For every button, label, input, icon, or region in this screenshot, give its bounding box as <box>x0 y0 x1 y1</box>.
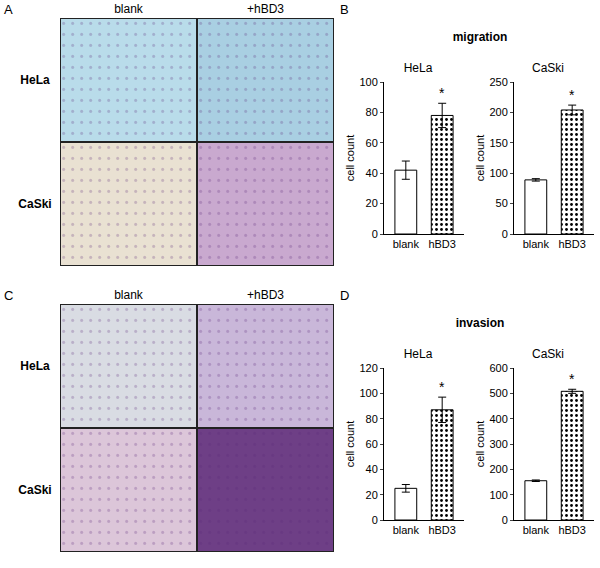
html-text:HeLa: HeLa <box>20 73 50 87</box>
svg-text:100: 100 <box>489 167 507 179</box>
html-text:+hBD3: +hBD3 <box>247 288 284 302</box>
svg-text:blank: blank <box>393 524 420 536</box>
svg-text:400: 400 <box>489 413 507 425</box>
svg-text:600: 600 <box>489 362 507 374</box>
svg-text:hBD3: hBD3 <box>428 524 456 536</box>
html-text:CaSki: CaSki <box>18 483 52 497</box>
svg-text:0: 0 <box>502 514 508 526</box>
svg-text:150: 150 <box>489 137 507 149</box>
html-text:C: C <box>4 288 14 303</box>
svg-text:300: 300 <box>489 438 507 450</box>
svg-text:blank: blank <box>393 238 420 250</box>
svg-text:200: 200 <box>489 106 507 118</box>
html-text:+hBD3: +hBD3 <box>247 2 284 16</box>
svg-text:100: 100 <box>489 489 507 501</box>
svg-text:*: * <box>569 87 575 103</box>
html-text:CaSki: CaSki <box>18 197 52 211</box>
svg-text:blank: blank <box>523 238 550 250</box>
svg-text:CaSki: CaSki <box>532 61 564 75</box>
svg-text:HeLa: HeLa <box>404 347 433 361</box>
svg-text:40: 40 <box>366 463 378 475</box>
svg-text:200: 200 <box>489 463 507 475</box>
svg-text:cell count: cell count <box>344 135 356 181</box>
svg-text:0: 0 <box>372 228 378 240</box>
svg-text:hBD3: hBD3 <box>558 524 586 536</box>
svg-text:*: * <box>569 371 575 387</box>
svg-text:80: 80 <box>366 413 378 425</box>
html-text:blank: blank <box>114 2 143 16</box>
svg-text:250: 250 <box>489 76 507 88</box>
html-text:B: B <box>340 2 349 17</box>
svg-text:cell count: cell count <box>474 421 486 467</box>
svg-text:60: 60 <box>366 438 378 450</box>
html-text:A: A <box>4 2 13 17</box>
svg-text:100: 100 <box>359 387 377 399</box>
html-text:blank: blank <box>114 288 143 302</box>
svg-text:120: 120 <box>359 362 377 374</box>
svg-text:HeLa: HeLa <box>404 61 433 75</box>
svg-text:CaSki: CaSki <box>532 347 564 361</box>
html-text:D: D <box>340 288 350 303</box>
html-text:invasion: invasion <box>455 316 505 330</box>
svg-text:blank: blank <box>523 524 550 536</box>
svg-text:hBD3: hBD3 <box>428 238 456 250</box>
svg-text:*: * <box>439 85 445 101</box>
svg-text:40: 40 <box>366 167 378 179</box>
svg-text:0: 0 <box>372 514 378 526</box>
svg-text:80: 80 <box>366 106 378 118</box>
svg-text:500: 500 <box>489 387 507 399</box>
svg-text:hBD3: hBD3 <box>558 238 586 250</box>
svg-text:*: * <box>439 379 445 395</box>
svg-text:20: 20 <box>366 197 378 209</box>
svg-text:100: 100 <box>359 76 377 88</box>
svg-text:cell count: cell count <box>474 135 486 181</box>
svg-text:60: 60 <box>366 137 378 149</box>
svg-text:0: 0 <box>502 228 508 240</box>
html-text:migration: migration <box>452 30 508 44</box>
svg-text:20: 20 <box>366 489 378 501</box>
svg-text:cell count: cell count <box>344 421 356 467</box>
html-text:HeLa: HeLa <box>20 359 50 373</box>
svg-text:50: 50 <box>496 197 508 209</box>
